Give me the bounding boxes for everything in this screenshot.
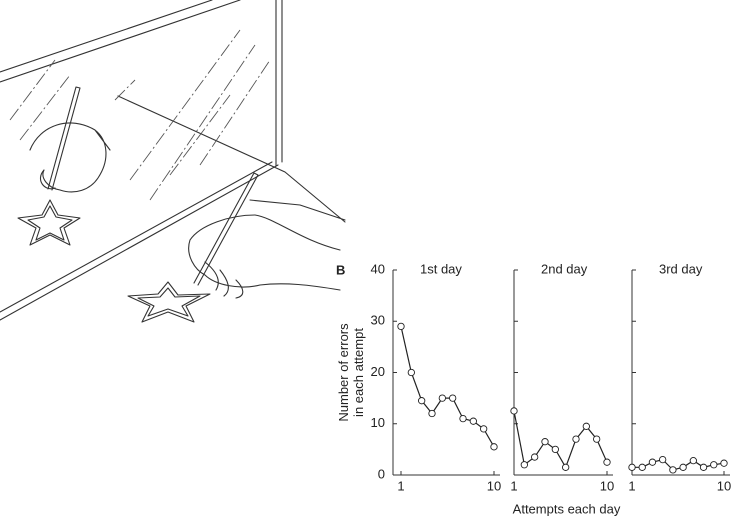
hand [188,214,341,299]
x-tick-label: 10 [487,478,501,493]
data-point [720,459,728,467]
data-point [648,458,657,466]
data-point [679,463,687,471]
y-axis-label-line: Number of errors [336,323,351,422]
panel-title: 1st day [420,261,462,276]
data-point [582,422,590,430]
data-point [490,443,498,451]
x-tick-label: 10 [600,478,614,493]
data-point [541,438,549,446]
data-point [638,463,646,471]
y-tick-label: 10 [371,415,385,430]
data-point [438,394,446,402]
series-line [513,410,608,469]
y-tick-label: 40 [371,261,385,276]
data-point [480,425,488,433]
glass-reflection [9,29,271,201]
data-point [459,414,467,423]
data-point [562,463,570,471]
data-point [699,463,708,471]
data-point [689,456,697,465]
panel-label: B [336,262,345,277]
data-point [510,407,518,415]
panel-title: 3rd day [659,261,703,276]
data-point [593,435,601,443]
data-point [551,445,559,454]
data-point [603,458,611,466]
series-line [632,458,725,471]
data-point [628,463,636,471]
x-tick-label: 1 [628,478,635,493]
panel-title: 2nd day [541,261,588,276]
data-point [669,466,677,474]
x-axis-label: Attempts each day [513,501,621,516]
pencils [47,86,259,286]
data-point [418,397,426,405]
y-axis-label: Number of errorsin each attempt [336,323,366,422]
data-point [520,461,528,469]
table-edge [117,95,346,223]
data-point [397,322,405,331]
y-tick-label: 20 [371,364,385,379]
data-point [469,417,477,425]
x-tick-label: 1 [397,478,404,493]
reflected-star [17,199,81,246]
y-tick-label: 0 [378,466,385,481]
y-tick-label: 30 [371,313,385,328]
x-tick-label: 10 [717,478,731,493]
y-axis-label-line: in each attempt [351,328,366,417]
reflected-hand [29,122,111,193]
data-point [659,455,667,464]
series-line [400,326,495,448]
data-point [531,453,539,461]
star [127,281,211,323]
data-point [428,409,436,418]
data-point [449,394,457,402]
data-point [407,368,415,377]
x-tick-label: 1 [510,478,517,493]
data-point [710,461,718,469]
mirror-drawing-illustration [0,0,346,323]
mirror-frame [0,0,283,321]
data-point [572,435,580,443]
